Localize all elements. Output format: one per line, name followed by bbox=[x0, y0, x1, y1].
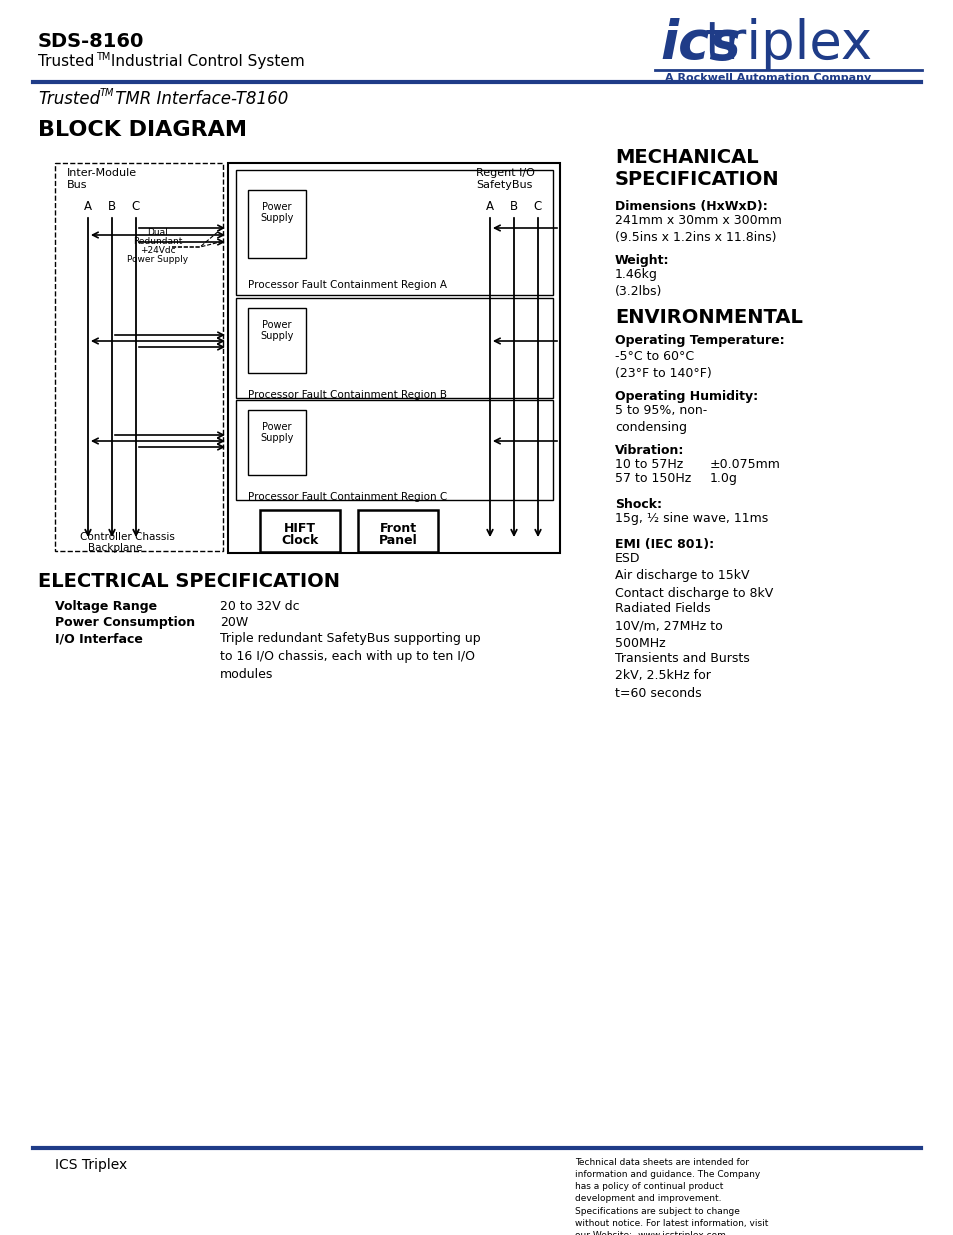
Text: SDS-8160: SDS-8160 bbox=[38, 32, 144, 51]
Text: TM: TM bbox=[96, 52, 111, 62]
Bar bbox=[235, 298, 553, 398]
Text: Trusted: Trusted bbox=[38, 54, 94, 69]
Bar bbox=[228, 163, 559, 553]
Text: Dimensions (HxWxD):: Dimensions (HxWxD): bbox=[615, 200, 767, 212]
Text: 20W: 20W bbox=[220, 616, 248, 629]
Text: Panel: Panel bbox=[378, 534, 416, 547]
Text: 20 to 32V dc: 20 to 32V dc bbox=[220, 600, 299, 613]
Text: B: B bbox=[108, 200, 116, 212]
Text: Transients and Bursts
2kV, 2.5kHz for
t=60 seconds: Transients and Bursts 2kV, 2.5kHz for t=… bbox=[615, 652, 749, 700]
Text: Power: Power bbox=[262, 422, 292, 432]
Bar bbox=[235, 400, 553, 500]
Text: Regent I/O: Regent I/O bbox=[476, 168, 535, 178]
Bar bbox=[260, 510, 339, 552]
Text: Weight:: Weight: bbox=[615, 254, 669, 267]
Text: C: C bbox=[132, 200, 140, 212]
Text: Industrial Control System: Industrial Control System bbox=[106, 54, 304, 69]
Bar bbox=[248, 410, 306, 475]
Text: Power Supply: Power Supply bbox=[128, 254, 189, 264]
Bar bbox=[235, 170, 553, 295]
Text: +24Vdc: +24Vdc bbox=[140, 246, 175, 254]
Text: Supply: Supply bbox=[260, 212, 294, 224]
Text: Front: Front bbox=[379, 522, 416, 535]
Text: Dual: Dual bbox=[148, 228, 168, 237]
Text: Power Consumption: Power Consumption bbox=[55, 616, 195, 629]
Text: Processor Fault Containment Region C: Processor Fault Containment Region C bbox=[248, 492, 447, 501]
Bar bbox=[248, 308, 306, 373]
Text: 15g, ½ sine wave, 11ms: 15g, ½ sine wave, 11ms bbox=[615, 513, 767, 525]
Text: Power: Power bbox=[262, 203, 292, 212]
Text: Redundant: Redundant bbox=[133, 237, 182, 246]
Text: Triple redundant SafetyBus supporting up
to 16 I/O chassis, each with up to ten : Triple redundant SafetyBus supporting up… bbox=[220, 632, 480, 680]
Text: Operating Temperature:: Operating Temperature: bbox=[615, 333, 783, 347]
Text: BLOCK DIAGRAM: BLOCK DIAGRAM bbox=[38, 120, 247, 140]
Text: Controller Chassis: Controller Chassis bbox=[80, 532, 174, 542]
Text: Shock:: Shock: bbox=[615, 498, 661, 511]
Text: Operating Humidity:: Operating Humidity: bbox=[615, 390, 758, 403]
Text: SafetyBus: SafetyBus bbox=[476, 180, 532, 190]
Text: Vibration:: Vibration: bbox=[615, 445, 683, 457]
Text: TMR Interface-T8160: TMR Interface-T8160 bbox=[110, 90, 288, 107]
Text: Processor Fault Containment Region A: Processor Fault Containment Region A bbox=[248, 280, 447, 290]
Bar bbox=[248, 190, 306, 258]
Text: I/O Interface: I/O Interface bbox=[55, 632, 143, 645]
Text: Power: Power bbox=[262, 320, 292, 330]
Text: A Rockwell Automation Company: A Rockwell Automation Company bbox=[664, 73, 870, 83]
Text: TM: TM bbox=[100, 88, 114, 98]
Bar bbox=[357, 510, 437, 552]
Text: ics: ics bbox=[659, 19, 740, 70]
Text: Supply: Supply bbox=[260, 331, 294, 341]
Text: Inter-Module: Inter-Module bbox=[67, 168, 137, 178]
Bar bbox=[55, 163, 223, 551]
Text: HIFT: HIFT bbox=[284, 522, 315, 535]
Text: Voltage Range: Voltage Range bbox=[55, 600, 157, 613]
Text: Trusted: Trusted bbox=[38, 90, 100, 107]
Text: -5°C to 60°C
(23°F to 140°F): -5°C to 60°C (23°F to 140°F) bbox=[615, 350, 711, 380]
Text: 57 to 150Hz: 57 to 150Hz bbox=[615, 472, 691, 485]
Text: 10 to 57Hz: 10 to 57Hz bbox=[615, 458, 682, 471]
Text: Supply: Supply bbox=[260, 433, 294, 443]
Text: Processor Fault Containment Region B: Processor Fault Containment Region B bbox=[248, 390, 447, 400]
Text: A: A bbox=[84, 200, 91, 212]
Text: 5 to 95%, non-
condensing: 5 to 95%, non- condensing bbox=[615, 404, 706, 435]
Text: ELECTRICAL SPECIFICATION: ELECTRICAL SPECIFICATION bbox=[38, 572, 339, 592]
Text: Bus: Bus bbox=[67, 180, 88, 190]
Text: B: B bbox=[510, 200, 517, 212]
Text: 1.46kg
(3.2lbs): 1.46kg (3.2lbs) bbox=[615, 268, 661, 299]
Text: ICS Triplex: ICS Triplex bbox=[55, 1158, 127, 1172]
Text: 1.0g: 1.0g bbox=[709, 472, 737, 485]
Text: ENVIRONMENTAL: ENVIRONMENTAL bbox=[615, 308, 802, 327]
Text: triplex: triplex bbox=[704, 19, 872, 70]
Text: Clock: Clock bbox=[281, 534, 318, 547]
Text: Backplane: Backplane bbox=[88, 543, 142, 553]
Text: 241mm x 30mm x 300mm
(9.5ins x 1.2ins x 11.8ins): 241mm x 30mm x 300mm (9.5ins x 1.2ins x … bbox=[615, 214, 781, 245]
Text: ESD
Air discharge to 15kV
Contact discharge to 8kV: ESD Air discharge to 15kV Contact discha… bbox=[615, 552, 773, 600]
Text: C: C bbox=[534, 200, 541, 212]
Text: Technical data sheets are intended for
information and guidance. The Company
has: Technical data sheets are intended for i… bbox=[575, 1158, 767, 1235]
Text: Radiated Fields
10V/m, 27MHz to
500MHz: Radiated Fields 10V/m, 27MHz to 500MHz bbox=[615, 601, 722, 650]
Text: EMI (IEC 801):: EMI (IEC 801): bbox=[615, 538, 714, 551]
Text: ±0.075mm: ±0.075mm bbox=[709, 458, 781, 471]
Text: MECHANICAL
SPECIFICATION: MECHANICAL SPECIFICATION bbox=[615, 148, 779, 189]
Text: A: A bbox=[485, 200, 494, 212]
